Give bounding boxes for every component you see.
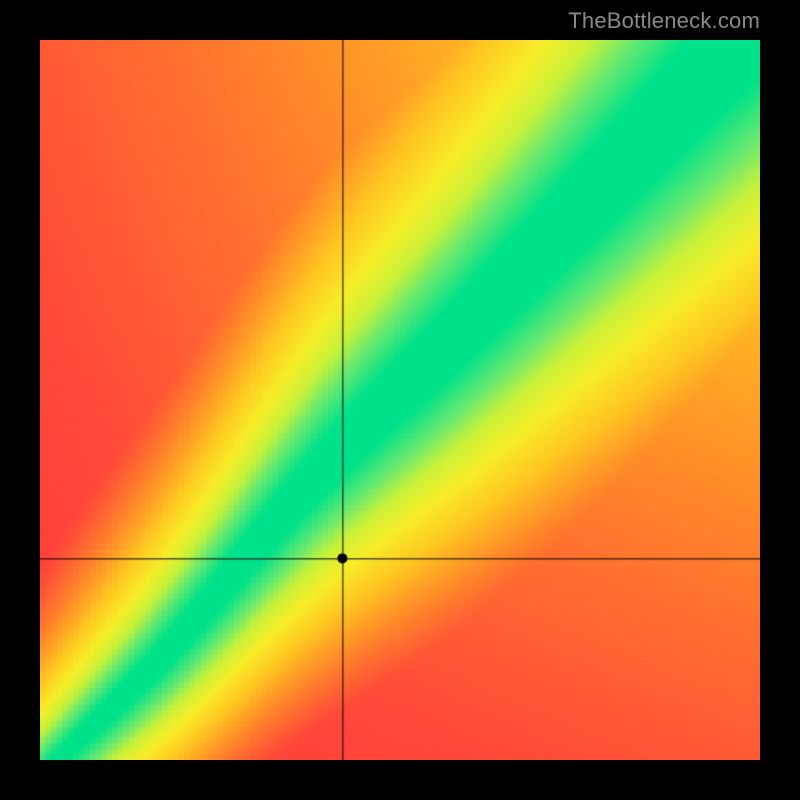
chart-container: TheBottleneck.com — [0, 0, 800, 800]
watermark-text: TheBottleneck.com — [568, 8, 760, 34]
bottleneck-heatmap — [40, 40, 760, 760]
